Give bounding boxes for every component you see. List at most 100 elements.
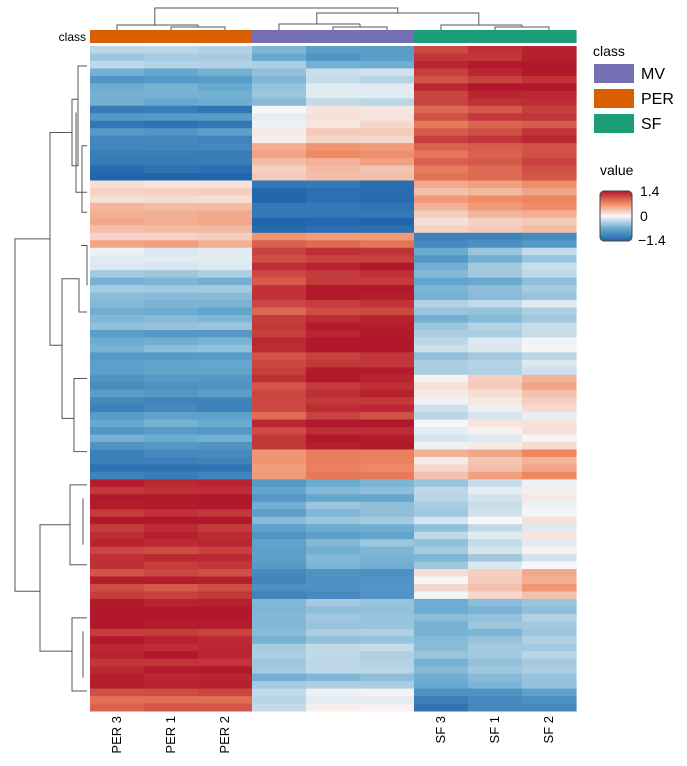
row-branch [71, 651, 87, 692]
heatmap-cell [414, 120, 469, 129]
heatmap-cell [522, 53, 577, 62]
heatmap-cell [522, 322, 577, 331]
heatmap-cell [414, 60, 469, 69]
heatmap-cell [522, 389, 577, 398]
heatmap-cell [306, 449, 361, 458]
heatmap-cell [414, 434, 469, 443]
heatmap-cell [198, 344, 253, 353]
heatmap-cell [468, 606, 523, 615]
heatmap-cell [198, 434, 253, 443]
heatmap-cell [252, 217, 307, 226]
heatmap-cell [144, 195, 199, 204]
heatmap-cell [360, 688, 415, 697]
heatmap-cell [198, 516, 253, 525]
heatmap-cell [414, 225, 469, 234]
heatmap-cell [144, 329, 199, 338]
heatmap-cell [414, 270, 469, 279]
heatmap-cell [468, 464, 523, 473]
heatmap-cell [522, 300, 577, 309]
heatmap-cell [252, 486, 307, 495]
heatmap-cell [468, 621, 523, 630]
heatmap-cell [306, 494, 361, 503]
heatmap-cell [198, 501, 253, 510]
heatmap-cell [360, 583, 415, 592]
heatmap-cell [90, 300, 145, 309]
heatmap-cell [360, 195, 415, 204]
heatmap-cell [360, 539, 415, 548]
heatmap-cell [198, 621, 253, 630]
heatmap-cell [522, 434, 577, 443]
heatmap-cell [306, 158, 361, 167]
heatmap-cell [198, 673, 253, 682]
heatmap-cell [252, 352, 307, 361]
heatmap-cell [144, 643, 199, 652]
heatmap-cell [360, 486, 415, 495]
heatmap-cell [252, 255, 307, 264]
heatmap-cell [252, 359, 307, 368]
heatmap-cell [522, 359, 577, 368]
heatmap-cell [90, 456, 145, 465]
heatmap-cell [360, 359, 415, 368]
heatmap-cell [468, 329, 523, 338]
heatmap-cell [306, 210, 361, 219]
heatmap-cell [90, 636, 145, 645]
heatmap-cell [306, 285, 361, 294]
heatmap-cell [198, 479, 253, 488]
heatmap-cell [522, 449, 577, 458]
heatmap-cell [198, 681, 253, 690]
heatmap-cell [252, 583, 307, 592]
class-annotation-bar [90, 30, 577, 43]
heatmap-cell [90, 509, 145, 518]
heatmap-cell [360, 449, 415, 458]
heatmap-cell [360, 561, 415, 570]
heatmap-cell [252, 120, 307, 129]
heatmap-cell [360, 225, 415, 234]
heatmap-cell [252, 277, 307, 286]
heatmap-cell [414, 449, 469, 458]
heatmap-cell [522, 598, 577, 607]
heatmap-cell [144, 150, 199, 159]
heatmap-cell [360, 352, 415, 361]
heatmap-cell [414, 464, 469, 473]
heatmap-cell [360, 314, 415, 323]
heatmap-cell [414, 442, 469, 450]
heatmap-cell [522, 464, 577, 473]
heatmap-cell [360, 344, 415, 353]
heatmap-cell [306, 337, 361, 346]
heatmap-cell [90, 681, 145, 690]
legend-swatch-sf [594, 114, 634, 133]
heatmap-cell [198, 471, 253, 480]
heatmap-cell [306, 60, 361, 69]
legend-label-sf: SF [641, 116, 662, 133]
heatmap-cell [522, 397, 577, 406]
heatmap-cell [522, 554, 577, 563]
heatmap-cell [144, 120, 199, 129]
heatmap-cell [468, 158, 523, 167]
heatmap-cell [144, 374, 199, 383]
heatmap-cell [522, 643, 577, 652]
legend-tick-mid: 0 [640, 208, 648, 224]
heatmap-cell [90, 232, 145, 241]
heatmap-cell [90, 98, 145, 107]
heatmap-cell [252, 292, 307, 301]
heatmap-cell [468, 554, 523, 563]
heatmap-cell [468, 344, 523, 353]
heatmap-cell [144, 98, 199, 107]
heatmap-cell [414, 576, 469, 585]
heatmap-cell [468, 195, 523, 204]
heatmap-cell [144, 703, 199, 712]
heatmap-cell [414, 98, 469, 107]
heatmap-cell [90, 359, 145, 368]
heatmap-cell [468, 255, 523, 264]
heatmap-cell [414, 591, 469, 600]
heatmap-cell [198, 270, 253, 279]
heatmap-cell [468, 337, 523, 346]
heatmap-cell [468, 90, 523, 99]
heatmap-cell [414, 412, 469, 421]
heatmap-cell [522, 412, 577, 421]
heatmap-cell [414, 240, 469, 249]
heatmap-cell [360, 120, 415, 129]
heatmap-cell [198, 486, 253, 495]
heatmap-cell [144, 83, 199, 92]
heatmap-cell [198, 165, 253, 174]
